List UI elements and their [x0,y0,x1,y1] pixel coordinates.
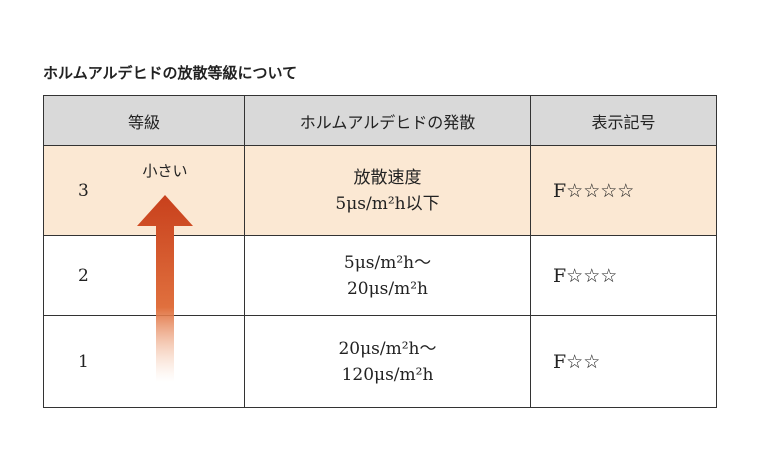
line: 20μs/m²h [346,278,428,299]
emission-cell: 5μs/m²h〜 20μs/m²h [244,235,531,316]
header-cell: 表示記号 [530,95,717,146]
grade-cell: 3 [43,145,245,236]
emission-cell: 20μs/m²h〜 120μs/m²h [244,315,531,408]
row: 1 20μs/m²h〜 120μs/m²h F☆☆ [43,315,717,408]
header-row: 等級 ホルムアルデヒドの発散 表示記号 [43,95,717,146]
title: ホルムアルデヒドの放散等級について [43,64,298,82]
mark-cell: F☆☆☆ [530,235,717,316]
row: 3 放散速度 5μs/m²h以下 F☆☆☆☆ [43,145,717,236]
line: 5μs/m²h〜 [343,252,432,273]
header-cell: ホルムアルデヒドの発散 [244,95,531,146]
grade-cell: 2 [43,235,245,316]
line: 120μs/m²h [341,364,434,385]
line: 20μs/m²h〜 [338,338,437,359]
grade-table: 等級 ホルムアルデヒドの発散 表示記号 3 放散速度 5μs/m²h以下 F☆☆☆… [43,95,717,408]
emission-cell: 放散速度 5μs/m²h以下 [244,145,531,236]
line: 放散速度 [353,167,422,188]
mark-cell: F☆☆ [530,315,717,408]
grade-cell: 1 [43,315,245,408]
line: 5μs/m²h以下 [335,193,440,214]
mark-cell: F☆☆☆☆ [530,145,717,236]
header-cell: 等級 [43,95,245,146]
row: 2 5μs/m²h〜 20μs/m²h F☆☆☆ [43,235,717,316]
